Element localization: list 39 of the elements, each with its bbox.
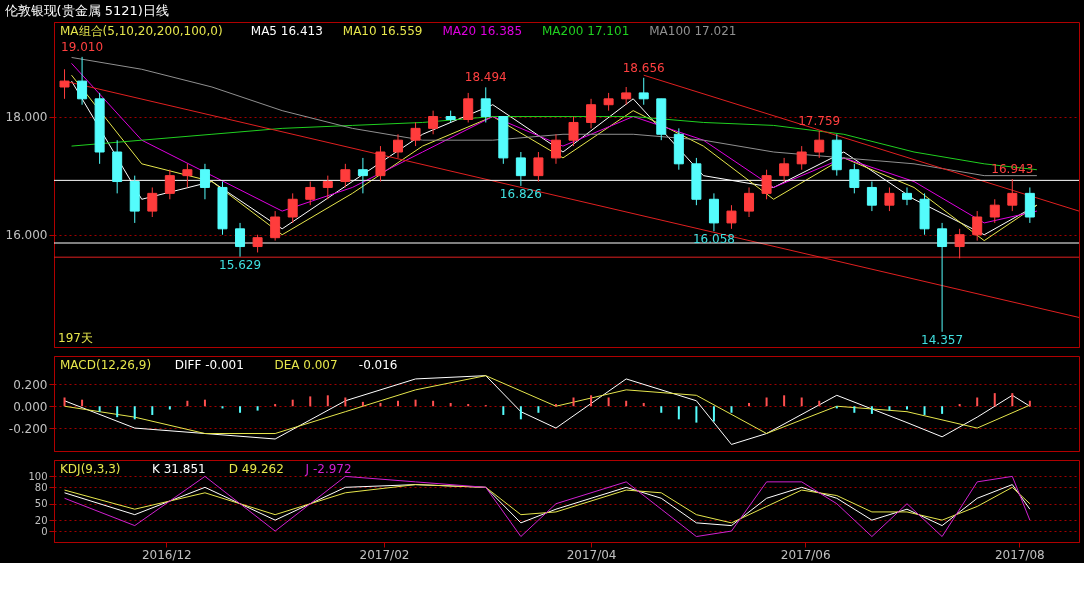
series-label: J -2.972 — [304, 462, 352, 476]
text: MA200 17.101 — [542, 24, 630, 38]
annotation: 16.943 — [991, 162, 1034, 176]
text: MA100 17.021 — [649, 24, 737, 38]
y-tick-label: 0.200 — [13, 377, 48, 392]
annotation: 15.629 — [219, 257, 262, 272]
annotation: KDJ(9,3,3) — [60, 462, 121, 476]
text: MA10 16.559 — [342, 24, 423, 38]
annotation: 19.010 — [61, 39, 104, 54]
text: MA5 16.413 — [250, 24, 323, 38]
annotation: MA组合(5,10,20,200,100,0) — [60, 24, 223, 38]
y-tick-label: 18.000 — [5, 110, 48, 125]
annotation: 17.759 — [798, 113, 841, 128]
y-tick-label: -0.200 — [8, 421, 48, 436]
y-tick-label: 80 — [34, 481, 48, 493]
y-tick-label: 100 — [28, 470, 48, 482]
y-tick-label: 16.000 — [5, 228, 48, 243]
series-label: K 31.851 — [152, 462, 206, 476]
x-tick-label: 2017/08 — [994, 547, 1045, 562]
x-tick-label: 2017/06 — [780, 547, 831, 562]
x-tick-label: 2016/12 — [141, 547, 192, 562]
annotation: 197天 — [58, 331, 93, 345]
y-tick-label: 0 — [41, 525, 48, 537]
y-tick-label: 0.000 — [13, 399, 48, 414]
chart-title: 伦敦银现(贵金属 5121)日线 — [4, 2, 169, 18]
annotation: -0.016 — [358, 358, 398, 372]
annotation: 18.494 — [464, 70, 507, 85]
y-tick-label: 50 — [34, 498, 48, 510]
x-tick-label: 2017/04 — [566, 547, 617, 562]
text: DEA 0.007 — [274, 358, 338, 372]
annotation: MACD(12,26,9) — [60, 358, 152, 372]
series-label: D 49.262 — [228, 462, 284, 476]
x-tick-label: 2017/02 — [359, 547, 410, 562]
annotation: 16.826 — [499, 186, 542, 201]
text: DIFF -0.001 — [174, 358, 244, 372]
text: MA20 16.385 — [442, 24, 523, 38]
annotation: 18.656 — [622, 60, 665, 75]
annotation: 14.357 — [921, 332, 964, 347]
y-tick-label: 20 — [34, 514, 48, 526]
